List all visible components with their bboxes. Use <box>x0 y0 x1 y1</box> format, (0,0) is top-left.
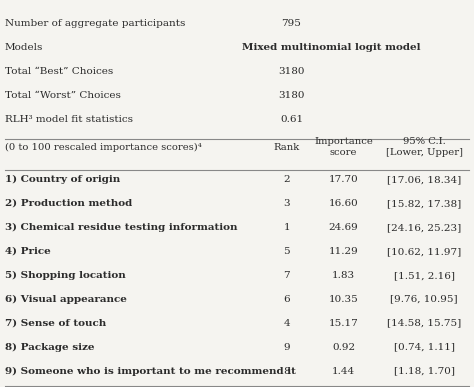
Text: 6: 6 <box>283 295 290 304</box>
Text: Number of aggregate participants: Number of aggregate participants <box>5 19 185 28</box>
Text: [10.62, 11.97]: [10.62, 11.97] <box>387 247 461 256</box>
Text: 24.69: 24.69 <box>329 223 358 232</box>
Text: Rank: Rank <box>273 142 300 152</box>
Text: Importance
score: Importance score <box>314 137 373 157</box>
Text: [15.82, 17.38]: [15.82, 17.38] <box>387 199 461 208</box>
Text: 3180: 3180 <box>278 67 305 76</box>
Text: 95% C.I.
[Lower, Upper]: 95% C.I. [Lower, Upper] <box>386 137 463 157</box>
Text: RLH³ model fit statistics: RLH³ model fit statistics <box>5 115 133 124</box>
Text: [0.74, 1.11]: [0.74, 1.11] <box>394 342 455 352</box>
Text: 11.29: 11.29 <box>329 247 358 256</box>
Text: [1.51, 2.16]: [1.51, 2.16] <box>394 271 455 280</box>
Text: 2) Production method: 2) Production method <box>5 199 132 208</box>
Text: [9.76, 10.95]: [9.76, 10.95] <box>391 295 458 304</box>
Text: 17.70: 17.70 <box>329 175 358 184</box>
Text: [1.18, 1.70]: [1.18, 1.70] <box>394 366 455 376</box>
Text: 9) Someone who is important to me recommend it: 9) Someone who is important to me recomm… <box>5 366 296 376</box>
Text: 1.44: 1.44 <box>332 366 355 376</box>
Text: 1) Country of origin: 1) Country of origin <box>5 175 120 184</box>
Text: [14.58, 15.75]: [14.58, 15.75] <box>387 319 461 328</box>
Text: [17.06, 18.34]: [17.06, 18.34] <box>387 175 461 184</box>
Text: 0.61: 0.61 <box>280 115 303 124</box>
Text: [24.16, 25.23]: [24.16, 25.23] <box>387 223 461 232</box>
Text: 2: 2 <box>283 175 290 184</box>
Text: 3) Chemical residue testing information: 3) Chemical residue testing information <box>5 223 237 232</box>
Text: 0.92: 0.92 <box>332 342 355 352</box>
Text: 9: 9 <box>283 342 290 352</box>
Text: 5: 5 <box>283 247 290 256</box>
Text: 7: 7 <box>283 271 290 280</box>
Text: 3: 3 <box>283 199 290 208</box>
Text: 4: 4 <box>283 319 290 328</box>
Text: 8: 8 <box>283 366 290 376</box>
Text: 8) Package size: 8) Package size <box>5 342 94 352</box>
Text: 795: 795 <box>282 19 301 28</box>
Text: Mixed multinomial logit model: Mixed multinomial logit model <box>242 43 420 52</box>
Text: 6) Visual appearance: 6) Visual appearance <box>5 295 127 304</box>
Text: 10.35: 10.35 <box>329 295 358 304</box>
Text: 1: 1 <box>283 223 290 232</box>
Text: Models: Models <box>5 43 43 52</box>
Text: 4) Price: 4) Price <box>5 247 51 256</box>
Text: 1.83: 1.83 <box>332 271 355 280</box>
Text: 7) Sense of touch: 7) Sense of touch <box>5 319 106 328</box>
Text: 5) Shopping location: 5) Shopping location <box>5 271 126 280</box>
Text: (0 to 100 rescaled importance scores)⁴: (0 to 100 rescaled importance scores)⁴ <box>5 142 201 152</box>
Text: Total “Best” Choices: Total “Best” Choices <box>5 67 113 76</box>
Text: Total “Worst” Choices: Total “Worst” Choices <box>5 91 120 100</box>
Text: 3180: 3180 <box>278 91 305 100</box>
Text: 16.60: 16.60 <box>329 199 358 208</box>
Text: 15.17: 15.17 <box>329 319 358 328</box>
